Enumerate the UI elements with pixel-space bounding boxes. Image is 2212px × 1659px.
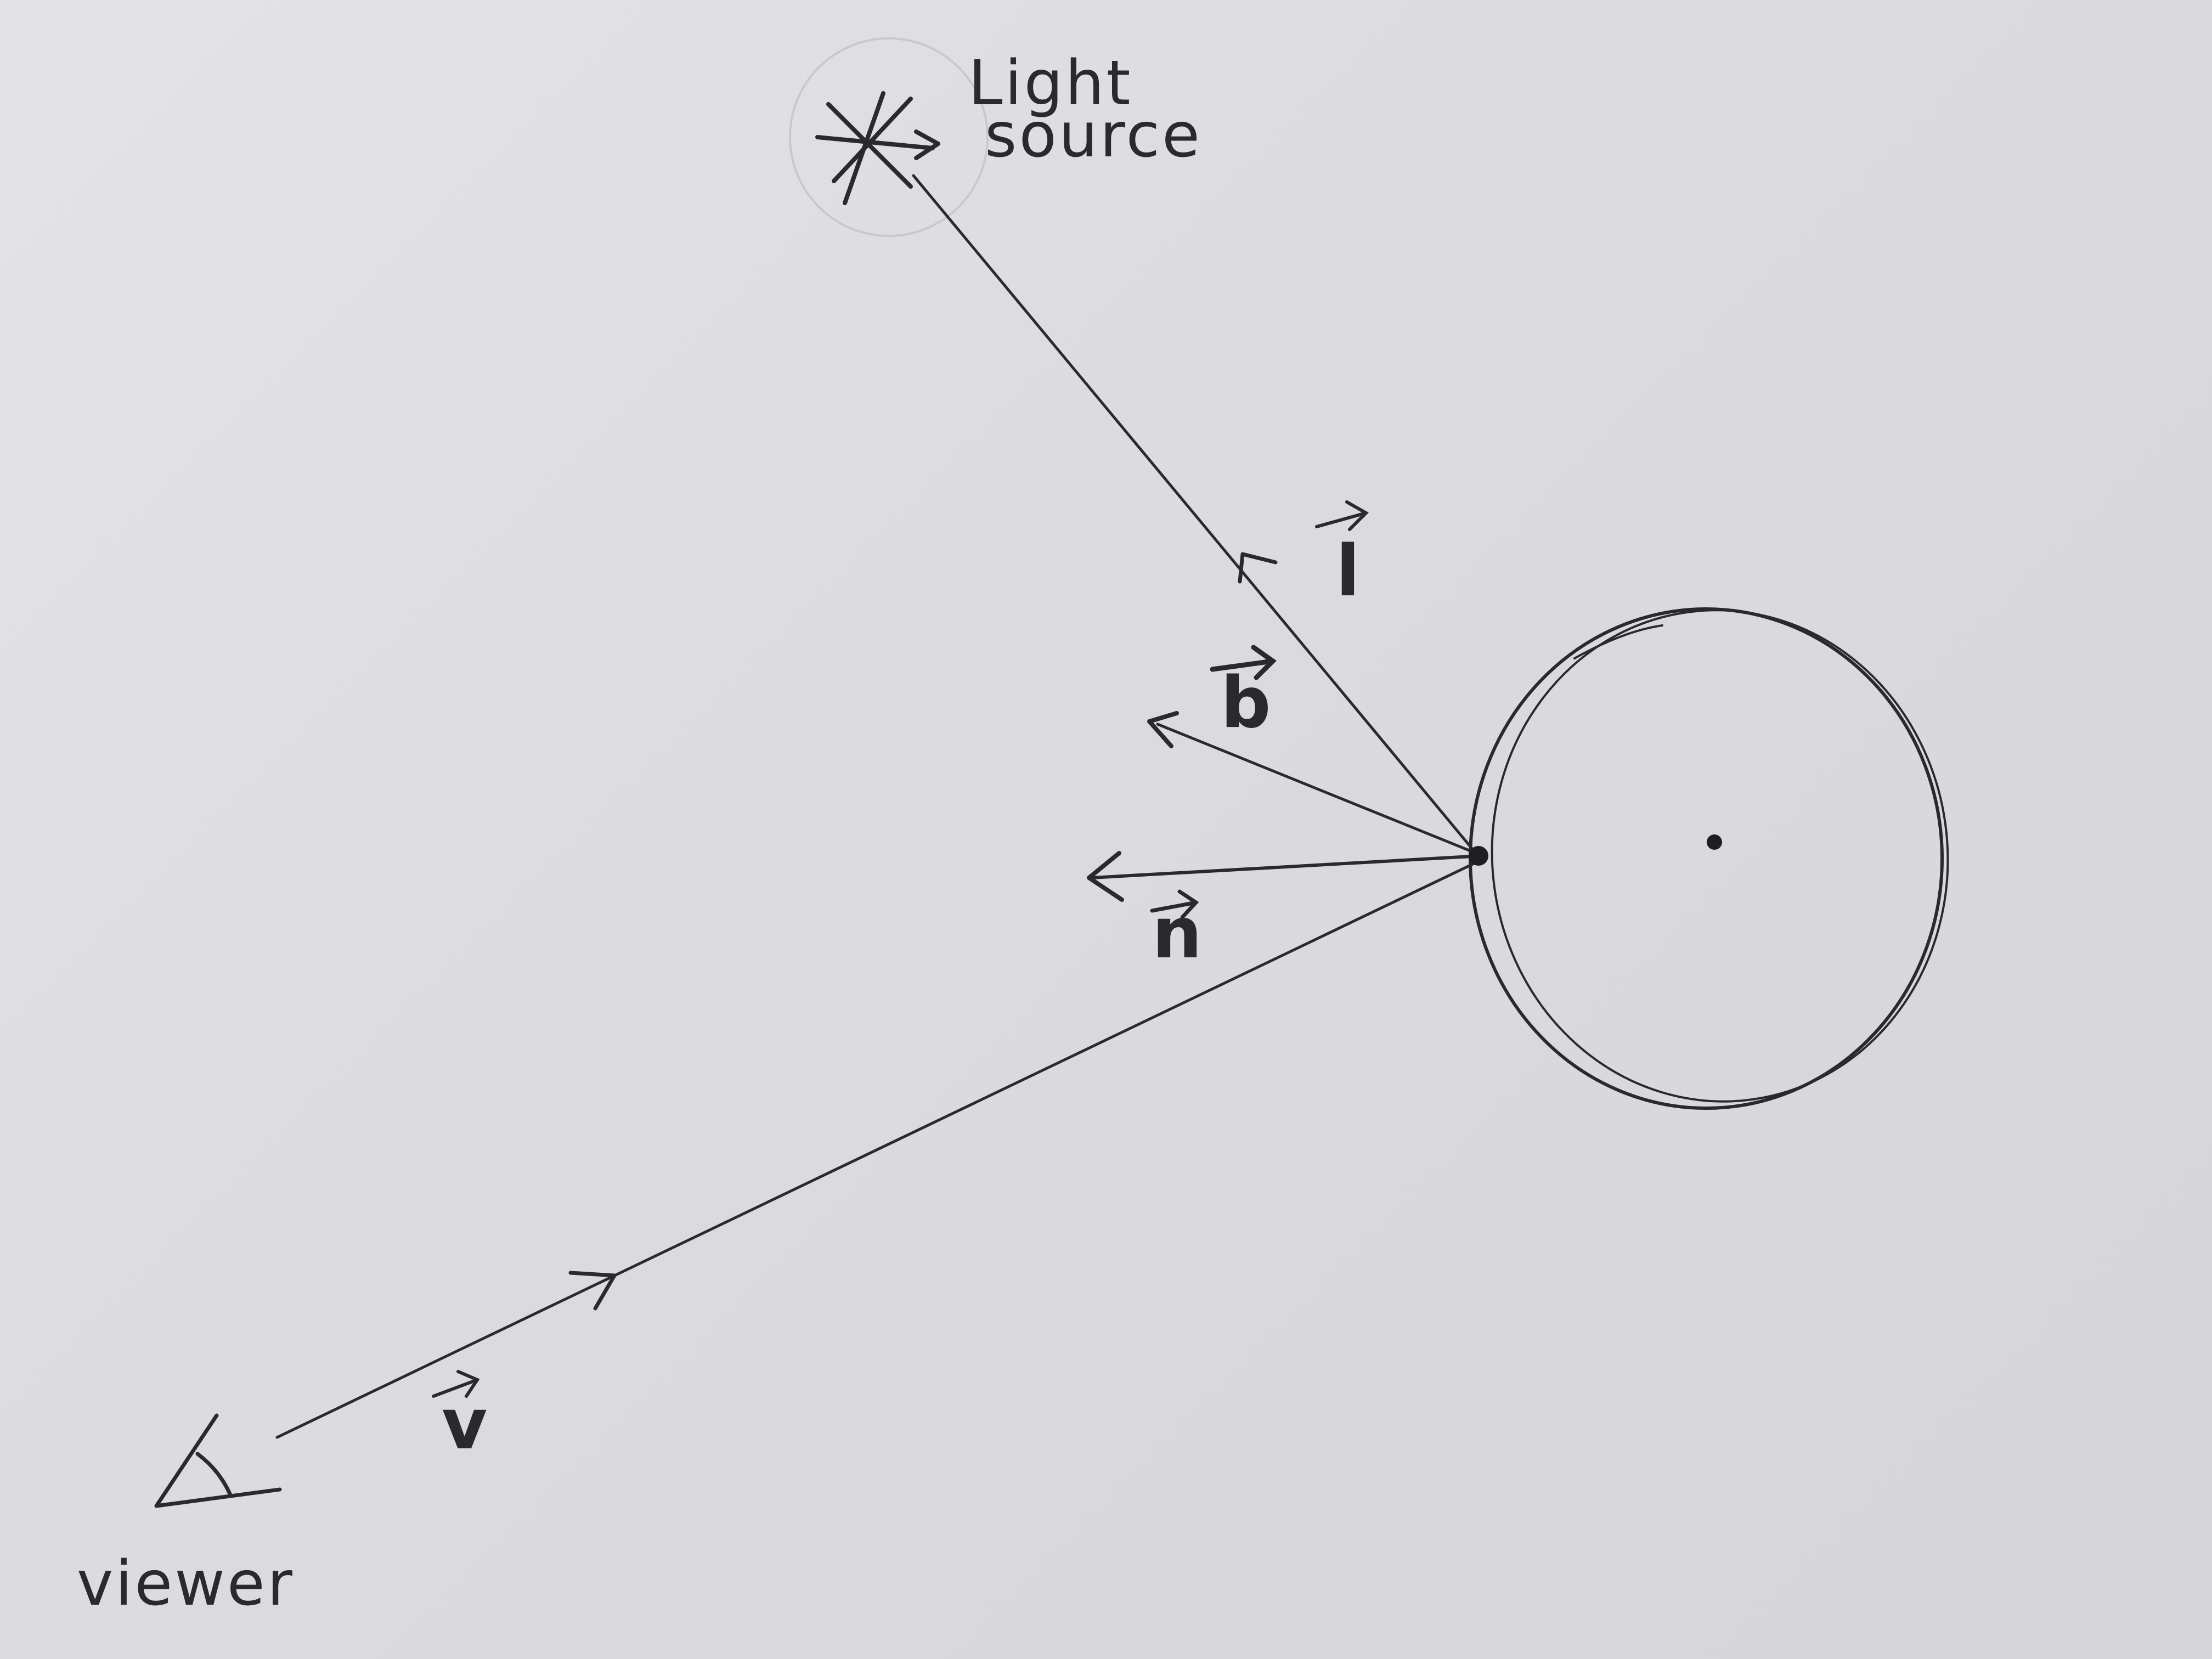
viewer-label: viewer — [77, 1548, 295, 1620]
n-vector-line — [1090, 854, 1483, 879]
sphere-object — [1469, 607, 1949, 1110]
source-label: source — [985, 100, 1202, 171]
v-vector-label-group: v — [432, 1370, 487, 1465]
surface-point-dot — [1469, 846, 1488, 866]
sphere-center-dot — [1707, 834, 1722, 850]
light-ray-line — [912, 174, 1477, 855]
n-vector-arrowhead — [1087, 851, 1124, 902]
b-over-arrow-icon — [1210, 645, 1277, 680]
b-vector-label: b — [1221, 662, 1271, 744]
l-vector-label: l — [1336, 531, 1360, 612]
b-vector-label-group: b — [1210, 645, 1277, 744]
v-vector-label: v — [442, 1384, 487, 1465]
light-source-star-icon — [815, 91, 940, 205]
v-over-arrow-icon — [432, 1370, 480, 1398]
lens-highlight — [789, 37, 989, 237]
b-vector-arrowhead — [1147, 711, 1179, 748]
n-vector-label-group: n — [1150, 889, 1202, 974]
n-over-arrow-icon — [1150, 889, 1199, 919]
l-over-arrow-icon — [1315, 500, 1369, 531]
b-vector-line — [1156, 723, 1477, 855]
light-ray-arrowhead — [1238, 552, 1278, 584]
view-ray-arrowhead — [568, 1271, 617, 1311]
view-ray-line — [275, 860, 1480, 1439]
light-label: Light — [968, 48, 1133, 119]
viewer-eye-icon — [154, 1413, 282, 1508]
l-vector-label-group: l — [1315, 500, 1369, 612]
